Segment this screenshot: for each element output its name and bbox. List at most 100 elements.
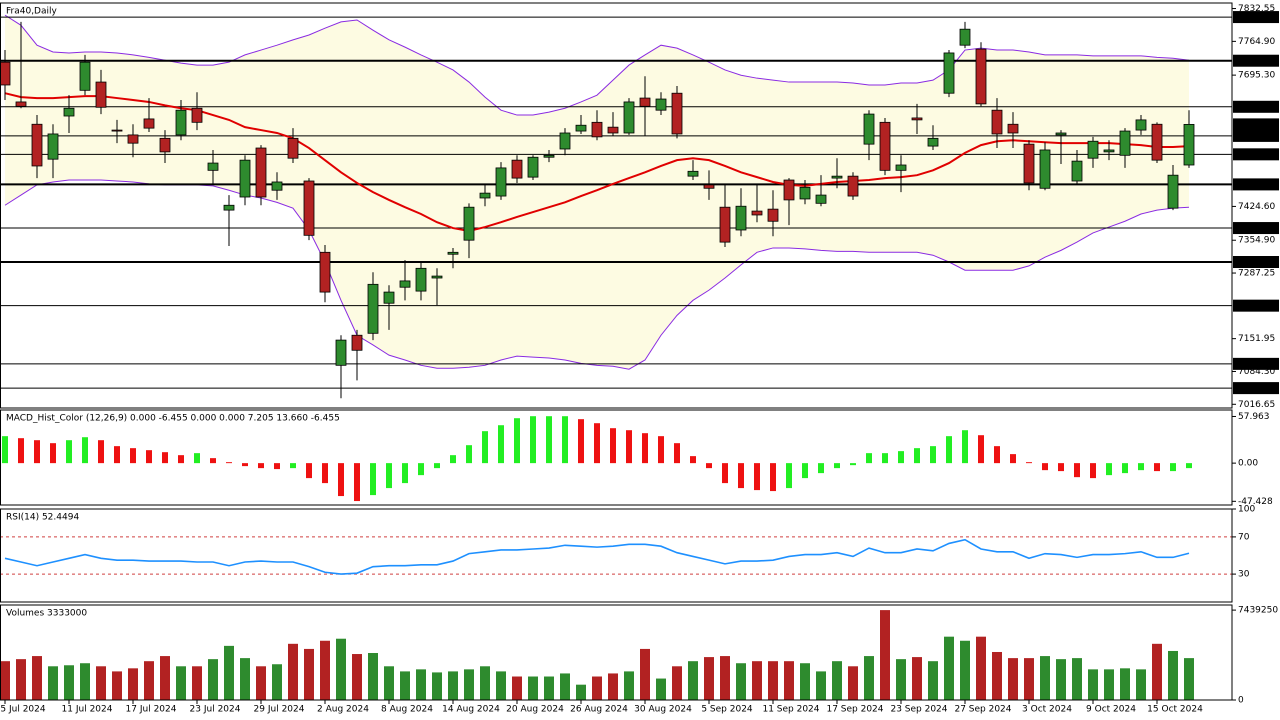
candle-body bbox=[671, 92, 683, 135]
y-tick-label: 7764.90 bbox=[1238, 37, 1275, 47]
macd-bar bbox=[514, 418, 520, 464]
macd-bar bbox=[1042, 463, 1048, 471]
macd-bar bbox=[818, 463, 824, 474]
candle-body bbox=[447, 251, 459, 255]
y-tick-label: -47.428 bbox=[1238, 497, 1273, 507]
volume-bar bbox=[416, 669, 426, 700]
volume-bar bbox=[528, 676, 538, 700]
macd-bar bbox=[770, 463, 776, 492]
macd-bar bbox=[210, 458, 216, 464]
x-tick-label: 11 Jul 2024 bbox=[62, 705, 113, 715]
level-label-bg bbox=[1233, 148, 1279, 161]
candle-body bbox=[239, 159, 251, 198]
macd-bar bbox=[834, 463, 840, 469]
macd-bar bbox=[34, 440, 40, 464]
volume-bar bbox=[352, 654, 362, 700]
candle-body bbox=[575, 124, 587, 132]
volume-bar bbox=[1104, 669, 1114, 700]
volume-bar bbox=[208, 659, 218, 700]
volume-bar bbox=[816, 671, 826, 700]
pane-title: Fra40,Daily bbox=[6, 7, 57, 17]
macd-bar bbox=[1074, 463, 1080, 478]
candle-body bbox=[415, 267, 427, 292]
candle-body bbox=[367, 283, 379, 334]
volume-bar bbox=[800, 663, 810, 700]
candle-body bbox=[207, 162, 219, 171]
volume-bar bbox=[464, 669, 474, 700]
candle-body bbox=[79, 61, 91, 91]
macd-bar bbox=[1170, 463, 1176, 472]
volume-bar bbox=[912, 657, 922, 700]
x-tick-label: 30 Aug 2024 bbox=[634, 705, 692, 715]
level-label-bg bbox=[1233, 54, 1279, 67]
volume-bar bbox=[1056, 659, 1066, 700]
volume-bar bbox=[64, 665, 74, 700]
pane-border bbox=[0, 409, 1233, 506]
macd-bar bbox=[194, 453, 200, 464]
candle-body bbox=[287, 137, 299, 159]
y-tick-label: 100 bbox=[1238, 505, 1255, 515]
candle-body bbox=[607, 126, 619, 134]
macd-bar bbox=[930, 446, 936, 464]
candle-body bbox=[1039, 149, 1051, 189]
macd-bar bbox=[242, 463, 248, 467]
level-label: 7815.00 bbox=[1237, 13, 1274, 23]
volume-bar bbox=[1168, 650, 1178, 700]
volume-bar bbox=[1120, 668, 1130, 700]
level-label: 7050.00 bbox=[1237, 384, 1274, 394]
x-tick-label: 17 Jul 2024 bbox=[126, 705, 177, 715]
candle-body bbox=[655, 98, 667, 111]
x-tick-label: 5 Sep 2024 bbox=[701, 705, 753, 715]
volume-bar bbox=[96, 666, 106, 700]
candle-body bbox=[1087, 140, 1099, 159]
candle-body bbox=[1023, 143, 1035, 184]
x-tick-label: 8 Aug 2024 bbox=[381, 705, 433, 715]
x-tick-label: 15 Oct 2024 bbox=[1147, 705, 1203, 715]
macd-bar bbox=[82, 437, 88, 464]
volume-bar bbox=[144, 661, 154, 700]
volume-bar bbox=[336, 638, 346, 700]
y-tick-label: 7084.30 bbox=[1238, 367, 1275, 377]
candle-body bbox=[863, 113, 875, 145]
macd-bar bbox=[530, 416, 536, 464]
volume-bar bbox=[16, 659, 26, 700]
candle-body bbox=[335, 339, 347, 366]
macd-bar bbox=[674, 443, 680, 464]
candle-body bbox=[1151, 123, 1163, 161]
volume-bar bbox=[880, 610, 890, 700]
price-label: 7593.72 bbox=[1237, 120, 1274, 130]
candle-body bbox=[319, 251, 331, 293]
volume-bar bbox=[784, 661, 794, 700]
volume-bar bbox=[176, 666, 186, 700]
volume-bar bbox=[240, 658, 250, 700]
candle-body bbox=[0, 61, 11, 86]
volume-bar bbox=[720, 656, 730, 700]
candle-body bbox=[15, 101, 27, 107]
volume-bar bbox=[736, 663, 746, 700]
x-tick-label: 14 Aug 2024 bbox=[442, 705, 500, 715]
macd-bar bbox=[322, 463, 328, 484]
volume-bar bbox=[768, 661, 778, 700]
volume-bar bbox=[224, 645, 234, 700]
volume-bar bbox=[368, 653, 378, 700]
x-tick-label: 9 Oct 2024 bbox=[1086, 705, 1136, 715]
volume-bar bbox=[400, 671, 410, 700]
candle-body bbox=[479, 192, 491, 199]
macd-bar bbox=[418, 463, 424, 476]
y-tick-label: 7016.65 bbox=[1238, 400, 1275, 410]
macd-bar bbox=[706, 463, 712, 469]
candle-body bbox=[351, 334, 363, 351]
macd-bar bbox=[258, 463, 264, 469]
y-tick-label: 7424.60 bbox=[1238, 202, 1275, 212]
pane-title: MACD_Hist_Color (12,26,9) 0.000 -6.455 0… bbox=[6, 414, 340, 424]
candle-body bbox=[31, 123, 43, 167]
level-label: 7470.00 bbox=[1237, 180, 1274, 190]
x-tick-label: 3 Oct 2024 bbox=[1022, 705, 1072, 715]
candle-body bbox=[63, 107, 75, 117]
macd-bar bbox=[738, 463, 744, 489]
y-tick-label: 7832.55 bbox=[1238, 4, 1275, 14]
volume-bar bbox=[512, 676, 522, 700]
candle-body bbox=[927, 137, 939, 147]
x-tick-label: 27 Sep 2024 bbox=[954, 705, 1011, 715]
macd-bar bbox=[66, 440, 72, 464]
